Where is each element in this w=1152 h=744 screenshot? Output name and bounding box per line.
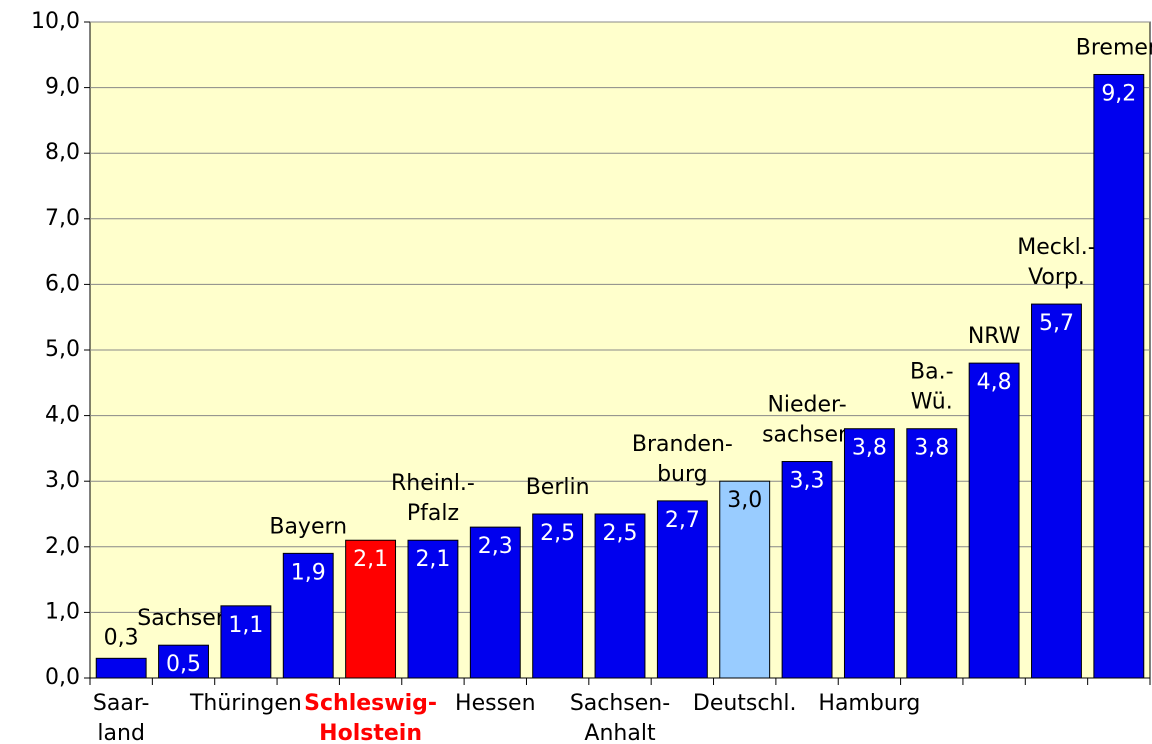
value-label: 2,5 xyxy=(603,521,638,546)
category-label: Berlin xyxy=(526,475,590,500)
category-label: Branden- xyxy=(632,432,733,457)
bar xyxy=(407,539,459,679)
bar xyxy=(532,513,584,679)
category-label: land xyxy=(97,721,145,744)
bar xyxy=(843,428,895,679)
y-tick-label: 10,0 xyxy=(31,9,80,34)
value-label: 2,1 xyxy=(353,547,388,572)
category-label: Nieder- xyxy=(767,393,846,418)
category-label: Anhalt xyxy=(584,721,656,744)
category-label: Bremen xyxy=(1076,35,1152,60)
bar xyxy=(345,539,397,679)
category-label: Pfalz xyxy=(407,501,459,526)
y-tick-label: 8,0 xyxy=(45,140,80,165)
bar xyxy=(158,644,209,679)
bar xyxy=(95,657,147,679)
category-label: Sachsen xyxy=(137,606,229,631)
value-label: 1,9 xyxy=(291,560,326,585)
y-tick-label: 4,0 xyxy=(45,403,80,428)
category-label: Hamburg xyxy=(818,691,920,716)
value-label: 2,5 xyxy=(540,521,575,546)
value-label: 2,3 xyxy=(478,534,513,559)
value-label: 0,3 xyxy=(104,625,139,650)
bar xyxy=(282,552,334,679)
category-label: Hessen xyxy=(455,691,535,716)
value-label: 3,3 xyxy=(790,469,825,494)
value-label: 3,0 xyxy=(727,488,762,513)
category-label: Ba.- xyxy=(910,360,954,385)
category-label: Schleswig- xyxy=(304,691,437,716)
y-tick-label: 3,0 xyxy=(45,468,80,493)
category-label: Bayern xyxy=(269,514,347,539)
category-label: Holstein xyxy=(319,721,422,744)
category-label: Deutschl. xyxy=(693,691,797,716)
value-label: 5,7 xyxy=(1039,311,1074,336)
category-label: Sachsen- xyxy=(570,691,670,716)
value-label: 0,5 xyxy=(166,652,201,677)
bar xyxy=(469,526,521,679)
category-label: Saar- xyxy=(93,691,150,716)
y-tick-label: 7,0 xyxy=(45,206,80,231)
category-label: Meckl.- xyxy=(1017,235,1095,260)
bar xyxy=(1093,73,1145,679)
y-tick-label: 2,0 xyxy=(45,534,80,559)
y-tick-label: 9,0 xyxy=(45,75,80,100)
bar xyxy=(781,461,833,679)
value-label: 2,7 xyxy=(665,508,700,533)
y-tick-label: 1,0 xyxy=(45,599,80,624)
value-label: 3,8 xyxy=(852,436,887,461)
y-tick-label: 5,0 xyxy=(45,337,80,362)
category-label: NRW xyxy=(968,324,1021,349)
bar xyxy=(968,362,1020,679)
category-label: Vorp. xyxy=(1028,265,1085,290)
value-label: 1,1 xyxy=(228,613,263,638)
bar xyxy=(656,500,708,679)
value-label: 2,1 xyxy=(415,547,450,572)
y-tick-label: 0,0 xyxy=(45,665,80,690)
category-label: Wü. xyxy=(911,390,953,415)
y-tick-label: 6,0 xyxy=(45,271,80,296)
value-label: 9,2 xyxy=(1101,81,1136,106)
value-label: 4,8 xyxy=(977,370,1012,395)
category-label: Rheinl.- xyxy=(391,471,475,496)
bar xyxy=(719,480,771,679)
value-label: 3,8 xyxy=(914,436,949,461)
bar xyxy=(906,428,958,679)
category-label: burg xyxy=(657,462,708,487)
bar xyxy=(1031,303,1082,679)
category-label: sachsen xyxy=(762,423,852,448)
bar xyxy=(220,605,272,679)
category-label: Thüringen xyxy=(189,691,302,716)
bar xyxy=(594,513,646,679)
